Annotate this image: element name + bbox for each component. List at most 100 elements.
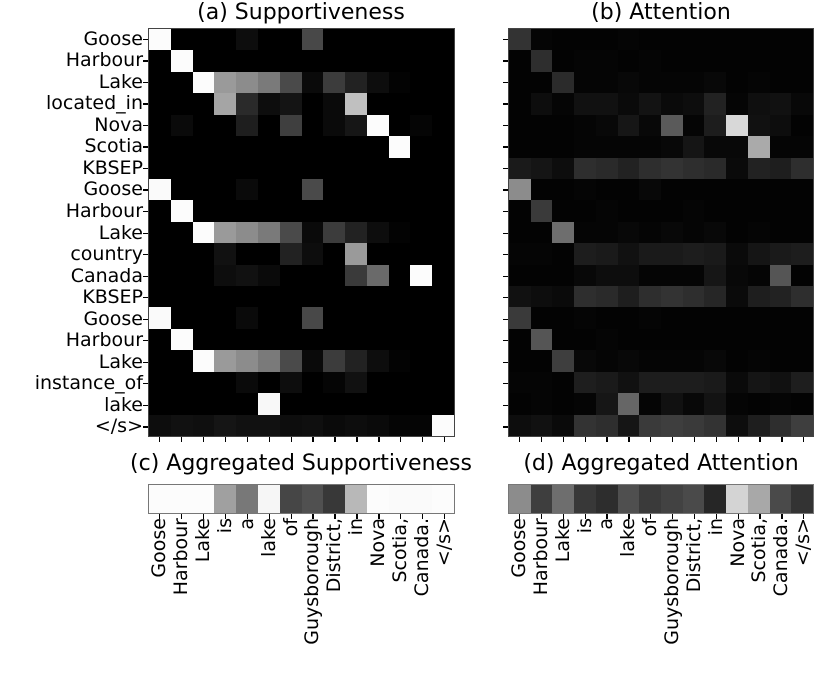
- heatmap-cell: [301, 178, 324, 201]
- heatmap-cell: [791, 178, 813, 201]
- heatmap-cell: [747, 393, 770, 415]
- heatmap-cell: [366, 29, 389, 51]
- heatmap-cell: [747, 71, 770, 94]
- heatmap-cell: [660, 136, 683, 158]
- axis-tick: [628, 437, 630, 442]
- heatmap-cell: [704, 371, 727, 394]
- heatmap-cell: [345, 114, 367, 137]
- heatmap-cell: [323, 328, 346, 351]
- heatmap-cell: [726, 136, 748, 158]
- heatmap-cell: [660, 264, 683, 287]
- heatmap-cell: [257, 485, 280, 513]
- heatmap-cell: [617, 157, 640, 179]
- heatmap-cell: [388, 114, 411, 137]
- heatmap-cell: [530, 50, 553, 72]
- heatmap-cell: [170, 157, 193, 179]
- heatmap-cell: [595, 485, 618, 513]
- heatmap-cell: [530, 393, 553, 415]
- heatmap-cell: [639, 114, 661, 137]
- heatmap-cell: [170, 414, 193, 436]
- heatmap-cell: [323, 157, 346, 179]
- heatmap-cell: [149, 50, 171, 72]
- heatmap-cell: [149, 371, 171, 394]
- heatmap-cell: [236, 200, 258, 222]
- heatmap-cell: [639, 71, 661, 94]
- heatmap-cell: [682, 393, 705, 415]
- col-label: Lake: [191, 518, 214, 563]
- heatmap-cell: [323, 50, 346, 72]
- heatmap-cell: [552, 157, 575, 179]
- col-label: Nova: [367, 518, 390, 567]
- heatmap-cell: [617, 221, 640, 244]
- axis-tick: [143, 232, 148, 234]
- heatmap-cell: [682, 485, 705, 513]
- heatmap-cell: [617, 350, 640, 372]
- heatmap-cell: [214, 29, 237, 51]
- heatmap-cell: [432, 93, 454, 115]
- heatmap-cell: [704, 243, 727, 265]
- heatmap-cell: [747, 114, 770, 137]
- axis-tick: [143, 210, 148, 213]
- heatmap-cell: [704, 200, 727, 222]
- axis-tick: [584, 437, 586, 442]
- heatmap-cell: [366, 350, 389, 372]
- heatmap-cell: [410, 200, 433, 222]
- heatmap-cell: [388, 350, 411, 372]
- heatmap-cell: [595, 136, 618, 158]
- heatmap-cell: [595, 71, 618, 94]
- heatmap-supportiveness: [148, 28, 455, 437]
- row-label: instance_of: [34, 372, 143, 395]
- heatmap-cell: [279, 264, 302, 287]
- axis-tick: [422, 437, 424, 442]
- heatmap-cell: [214, 71, 237, 94]
- col-label: Scotia,: [748, 518, 771, 583]
- heatmap-cell: [192, 393, 215, 415]
- heatmap-cell: [410, 157, 433, 179]
- heatmap-cell: [236, 328, 258, 351]
- axis-tick: [503, 340, 508, 342]
- heatmap-cell: [279, 393, 302, 415]
- heatmap-cell: [747, 136, 770, 158]
- heatmap-cell: [432, 393, 454, 415]
- heatmap-cell: [552, 414, 575, 436]
- heatmap-cell: [530, 264, 553, 287]
- heatmap-cell: [747, 328, 770, 351]
- heatmap-cell: [301, 328, 324, 351]
- heatmap-aggregated-attention: [508, 484, 814, 514]
- heatmap-cell: [530, 414, 553, 436]
- heatmap-cell: [509, 286, 531, 308]
- heatmap-cell: [574, 307, 596, 329]
- heatmap-cell: [149, 485, 171, 513]
- heatmap-cell: [769, 243, 792, 265]
- heatmap-cell: [301, 371, 324, 394]
- heatmap-cell: [257, 221, 280, 244]
- heatmap-cell: [617, 71, 640, 94]
- heatmap-cell: [509, 200, 531, 222]
- heatmap-cell: [769, 178, 792, 201]
- heatmap-cell: [530, 485, 553, 513]
- heatmap-cell: [388, 328, 411, 351]
- axis-tick: [671, 514, 674, 519]
- heatmap-cell: [301, 485, 324, 513]
- heatmap-cell: [236, 286, 258, 308]
- heatmap-cell: [509, 178, 531, 201]
- axis-tick: [143, 189, 148, 191]
- heatmap-cell: [170, 307, 193, 329]
- heatmap-cell: [682, 50, 705, 72]
- heatmap-cell: [149, 178, 171, 201]
- heatmap-cell: [530, 157, 553, 179]
- axis-tick: [400, 514, 402, 519]
- heatmap-cell: [552, 71, 575, 94]
- axis-tick: [268, 514, 270, 519]
- heatmap-cell: [726, 414, 748, 436]
- heatmap-cell: [682, 136, 705, 158]
- heatmap-cell: [639, 307, 661, 329]
- heatmap-cell: [552, 286, 575, 308]
- heatmap-cell: [639, 157, 661, 179]
- heatmap-cell: [552, 243, 575, 265]
- row-label: country: [70, 243, 143, 266]
- heatmap-cell: [257, 264, 280, 287]
- heatmap-cell: [769, 371, 792, 394]
- heatmap-cell: [617, 393, 640, 415]
- heatmap-cell: [432, 178, 454, 201]
